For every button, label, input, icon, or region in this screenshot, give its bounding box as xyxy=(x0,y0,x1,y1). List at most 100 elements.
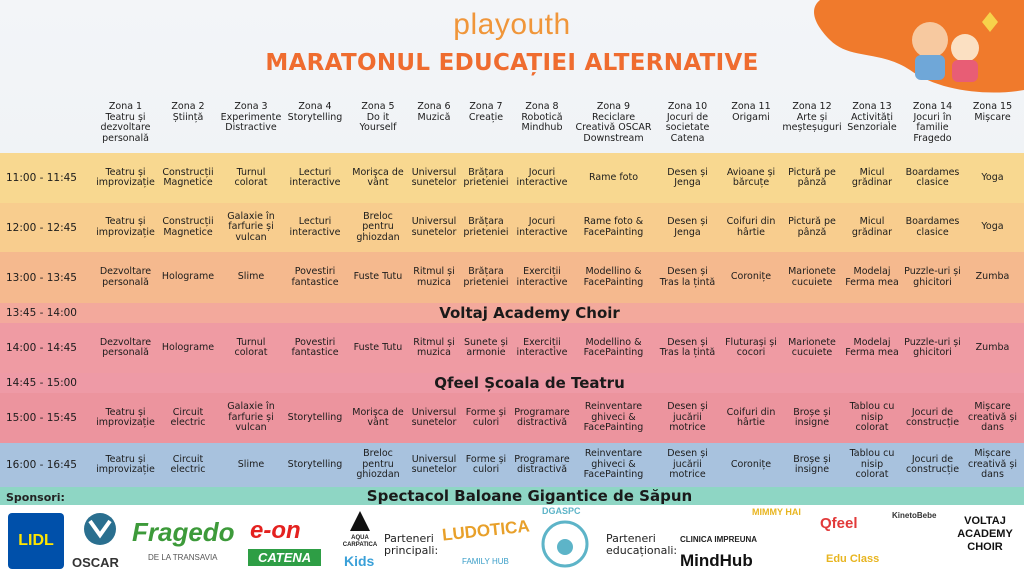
activity: Forme și culori xyxy=(465,453,507,475)
activity: Micul grădinar xyxy=(851,216,893,238)
activity: Galaxie în farfurie și vulcan xyxy=(227,210,275,243)
zone-name: Jocuri în familie Fragedo xyxy=(913,111,952,144)
activity: Ritmul și muzica xyxy=(413,266,455,288)
activity: Teatru și improvizație xyxy=(96,406,155,428)
corner-decoration xyxy=(814,0,1024,93)
activity: Mișcare creativă și dans xyxy=(967,401,1017,434)
dgaspc-icon xyxy=(541,520,589,568)
logo-kids: Kids xyxy=(344,553,375,569)
column-header: Zona 7 Creație xyxy=(460,101,512,150)
logo-lidl: LIDL xyxy=(8,513,64,569)
activity: Teatru și improvizație xyxy=(96,216,155,238)
zone-name: Creație xyxy=(468,111,504,123)
activity: Yoga xyxy=(981,221,1004,233)
activity: Brățara prieteniei xyxy=(463,216,509,238)
zone-number: Zona 8 xyxy=(525,101,559,112)
time-slot: 12:00 - 12:45 xyxy=(6,221,77,234)
zone-number: Zona 14 xyxy=(912,101,953,112)
activity: Rame foto xyxy=(588,171,639,183)
activity: Marionete cucuiete xyxy=(788,266,836,288)
activity: Holograme xyxy=(161,341,215,353)
schedule-row: 13:45 - 14:00 Voltaj Academy Choir xyxy=(0,303,1024,323)
activity: Universul sunetelor xyxy=(411,453,457,475)
event-band: Qfeel Școala de Teatru xyxy=(434,374,625,392)
activity: Jocuri interactive xyxy=(516,216,568,238)
zone-name: Arte și meșteșuguri xyxy=(782,111,842,133)
zone-number: Zona 4 xyxy=(298,101,332,112)
column-header: Zona 12 Arte și meșteșuguri xyxy=(782,101,842,150)
activity: Coronițe xyxy=(730,271,772,283)
activity: Galaxie în farfurie și vulcan xyxy=(227,401,275,434)
activity: Zumba xyxy=(975,341,1010,353)
time-slot: 14:00 - 14:45 xyxy=(6,342,77,354)
zone-name: Jocuri de societate Catena xyxy=(665,111,710,144)
logo-eon: e-on xyxy=(250,517,301,544)
zone-number: Zona 3 xyxy=(234,101,268,112)
column-header: Zona 11 Origami xyxy=(720,101,782,150)
schedule-row: Spectacol Baloane Gigantice de Săpun xyxy=(0,487,1024,505)
activity: Povestiri fantastice xyxy=(291,336,339,358)
schedule-row: 15:00 - 15:45 Teatru și improvizație Circu… xyxy=(0,393,1024,443)
activity: Desen și jucării motrice xyxy=(667,401,708,434)
zone-number: Zona 5 xyxy=(361,101,395,112)
column-header: Zona 5 Do it Yourself xyxy=(348,101,408,150)
activity: Breloc pentru ghiozdan xyxy=(356,210,400,243)
activity: Reinventare ghiveci & FacePainting xyxy=(583,401,644,434)
column-header: Zona 9 Reciclare Creativă OSCAR Downstrea… xyxy=(572,101,655,150)
activity: Boardames clasice xyxy=(905,216,960,238)
activity: Sunete și armonie xyxy=(463,336,509,358)
activity: Modellino & FacePainting xyxy=(583,266,644,288)
activity: Puzzle-uri și ghicitori xyxy=(904,336,961,358)
activity: Lecturi interactive xyxy=(289,166,341,188)
zone-number: Zona 13 xyxy=(852,101,892,112)
activity: Coronițe xyxy=(730,458,772,470)
activity: Programare distractivă xyxy=(514,406,570,428)
event-band: Spectacol Baloane Gigantice de Săpun xyxy=(366,487,693,505)
oscar-icon xyxy=(84,513,116,545)
activity: Construcții Magnetice xyxy=(162,166,214,188)
activity: Jocuri de construcție xyxy=(905,406,960,428)
activity: Exerciții interactive xyxy=(516,336,568,358)
column-header: Zona 14 Jocuri în familie Fragedo xyxy=(902,101,963,150)
activity: Avioane și bărcuțe xyxy=(726,166,776,188)
activity: Brățara prieteniei xyxy=(463,266,509,288)
schedule-row: 11:00 - 11:45 Teatru și improvizație Const… xyxy=(0,153,1024,203)
time-slot: 13:00 - 13:45 xyxy=(6,271,77,284)
logo-family-hub: FAMILY HUB xyxy=(462,557,509,566)
zone-number: Zona 15 xyxy=(972,101,1013,112)
logo-voltaj: VOLTAJ ACADEMY CHOIR xyxy=(957,515,1013,553)
activity: Fluturași și cocori xyxy=(725,336,777,358)
logo-fragedo: Fragedo xyxy=(132,517,235,547)
zone-number: Zona 7 xyxy=(469,101,503,112)
column-header: Zona 3 Experimente Distractive xyxy=(220,101,282,150)
activity: Programare distractivă xyxy=(514,453,570,475)
activity: Rame foto & FacePainting xyxy=(583,216,644,238)
logo-educlass: Edu Class xyxy=(826,553,880,565)
activity: Morișca de vânt xyxy=(352,166,404,188)
activity: Teatru și improvizație xyxy=(96,453,155,475)
activity: Universul sunetelor xyxy=(411,166,457,188)
activity: Coifuri din hârtie xyxy=(726,406,776,428)
logo-aqua: AQUA CARPATICA xyxy=(342,535,378,548)
column-header: Zona 4 Storytelling xyxy=(282,101,348,150)
activity: Broșe și insigne xyxy=(793,453,831,475)
sponsors-strip: Sponsori: LIDL OSCAR Fragedo DE LA TRANS… xyxy=(0,491,1024,576)
column-header: Zona 2 Știință xyxy=(156,101,220,150)
activity: Universul sunetelor xyxy=(411,406,457,428)
activity: Construcții Magnetice xyxy=(162,216,214,238)
activity: Modelaj Ferma mea xyxy=(845,266,899,288)
activity: Slime xyxy=(237,458,265,470)
zone-name: Mișcare xyxy=(974,111,1011,123)
activity: Brățara prieteniei xyxy=(463,166,509,188)
activity: Turnul colorat xyxy=(234,336,268,358)
edu-partners-label: Parteneri educaționali: xyxy=(606,532,678,557)
time-slot: 14:45 - 15:00 xyxy=(6,377,77,389)
zone-name: Storytelling xyxy=(287,111,343,123)
activity: Forme și culori xyxy=(465,406,507,428)
logo-mimmy: MIMMY HAI xyxy=(752,507,801,517)
zone-name: Știință xyxy=(172,111,204,123)
zone-number: Zona 10 xyxy=(667,101,708,112)
